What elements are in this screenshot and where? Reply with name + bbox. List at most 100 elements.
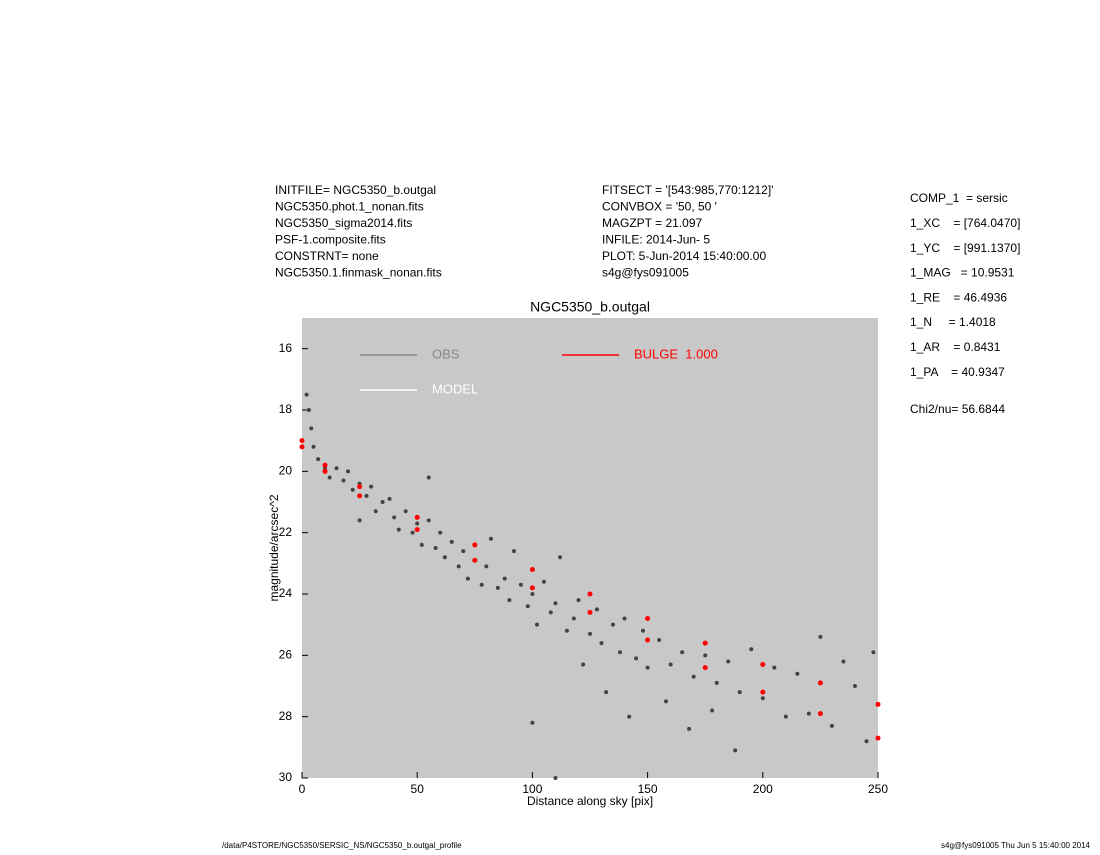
- point: [479, 582, 484, 587]
- point: [507, 598, 512, 603]
- point: [617, 650, 622, 655]
- point: [710, 708, 715, 713]
- point: [410, 530, 415, 535]
- point: [357, 518, 362, 523]
- point: [760, 662, 766, 668]
- point: [634, 656, 639, 661]
- header-middle-line: FITSECT = '[543:985,770:1212]': [602, 183, 773, 197]
- point: [442, 555, 447, 560]
- point: [760, 696, 765, 701]
- point: [327, 475, 332, 480]
- header-left-line: NGC5350.phot.1_nonan.fits: [275, 200, 424, 214]
- point: [841, 659, 846, 664]
- point: [604, 690, 609, 695]
- point: [357, 484, 363, 490]
- point: [587, 609, 593, 615]
- point: [702, 665, 708, 671]
- point: [611, 622, 616, 627]
- point: [350, 487, 355, 492]
- point: [657, 638, 662, 642]
- point: [449, 539, 454, 544]
- point: [465, 576, 470, 581]
- x-tick-label: 250: [868, 782, 888, 796]
- point: [818, 634, 823, 639]
- point: [364, 493, 369, 498]
- chi-square: Chi2/nu= 56.6844: [910, 402, 1005, 416]
- point: [737, 690, 742, 695]
- point: [530, 720, 535, 725]
- point: [875, 701, 881, 707]
- point: [414, 527, 420, 533]
- point: [714, 680, 719, 685]
- point: [488, 536, 493, 541]
- point: [599, 641, 604, 646]
- point: [783, 714, 788, 719]
- point: [772, 665, 777, 670]
- header-middle-line: s4g@fys091005: [602, 266, 689, 280]
- point: [396, 527, 401, 532]
- point: [702, 640, 708, 646]
- point: [726, 659, 731, 664]
- point: [472, 542, 478, 548]
- point: [311, 444, 316, 449]
- y-tick-label: 16: [279, 341, 293, 355]
- y-tick-label: 26: [279, 648, 293, 662]
- parameter-line: 1_AR = 0.8431: [910, 340, 1001, 354]
- point: [495, 585, 500, 590]
- footer-right: s4g@fys091005 Thu Jun 5 15:40:00 2014: [941, 841, 1091, 850]
- header-middle-line: INFILE: 2014-Jun- 5: [602, 233, 710, 247]
- parameter-line: 1_YC = [991.1370]: [910, 241, 1020, 255]
- y-tick-label: 30: [279, 770, 293, 784]
- point: [548, 610, 553, 615]
- point: [680, 650, 685, 655]
- parameter-line: 1_XC = [764.0470]: [910, 216, 1020, 230]
- point: [316, 457, 321, 462]
- point: [806, 711, 811, 716]
- point: [530, 592, 535, 596]
- header-middle-line: CONVBOX = '50, 50 ': [602, 200, 717, 214]
- header-middle-line: MAGZPT = 21.097: [602, 216, 702, 230]
- point: [518, 582, 523, 587]
- header-left-line: CONSTRNT= none: [275, 249, 379, 263]
- x-tick-label: 200: [753, 782, 773, 796]
- y-axis-label: magnitude/arcsec^2: [267, 494, 281, 601]
- point: [341, 478, 346, 483]
- chart-title: NGC5350_b.outgal: [530, 299, 650, 315]
- point: [373, 509, 378, 514]
- point: [346, 469, 351, 474]
- point: [664, 699, 669, 704]
- parameter-line: 1_PA = 40.9347: [910, 365, 1005, 379]
- parameter-line: 1_MAG = 10.9531: [910, 266, 1015, 280]
- point: [392, 515, 397, 520]
- point: [403, 509, 408, 514]
- point: [304, 392, 309, 397]
- point: [760, 689, 766, 695]
- point: [668, 662, 673, 667]
- x-tick-label: 150: [638, 782, 658, 796]
- legend-label: OBS: [432, 346, 460, 361]
- point: [645, 637, 651, 643]
- point: [749, 647, 754, 652]
- point: [380, 500, 385, 504]
- point: [864, 739, 869, 744]
- point: [426, 518, 431, 523]
- point: [588, 631, 592, 636]
- plot-area: [302, 318, 878, 778]
- point: [576, 598, 581, 603]
- point: [322, 462, 328, 468]
- legend-label: BULGE 1.000: [634, 346, 718, 361]
- point: [387, 496, 392, 501]
- point: [571, 616, 576, 621]
- point: [640, 628, 645, 633]
- point: [433, 546, 438, 550]
- point: [438, 530, 443, 535]
- point: [529, 566, 535, 572]
- point: [587, 591, 593, 597]
- point: [553, 776, 558, 780]
- point: [553, 601, 558, 606]
- point: [691, 674, 696, 679]
- point: [419, 542, 424, 547]
- point: [645, 665, 650, 670]
- y-tick-label: 24: [279, 586, 293, 600]
